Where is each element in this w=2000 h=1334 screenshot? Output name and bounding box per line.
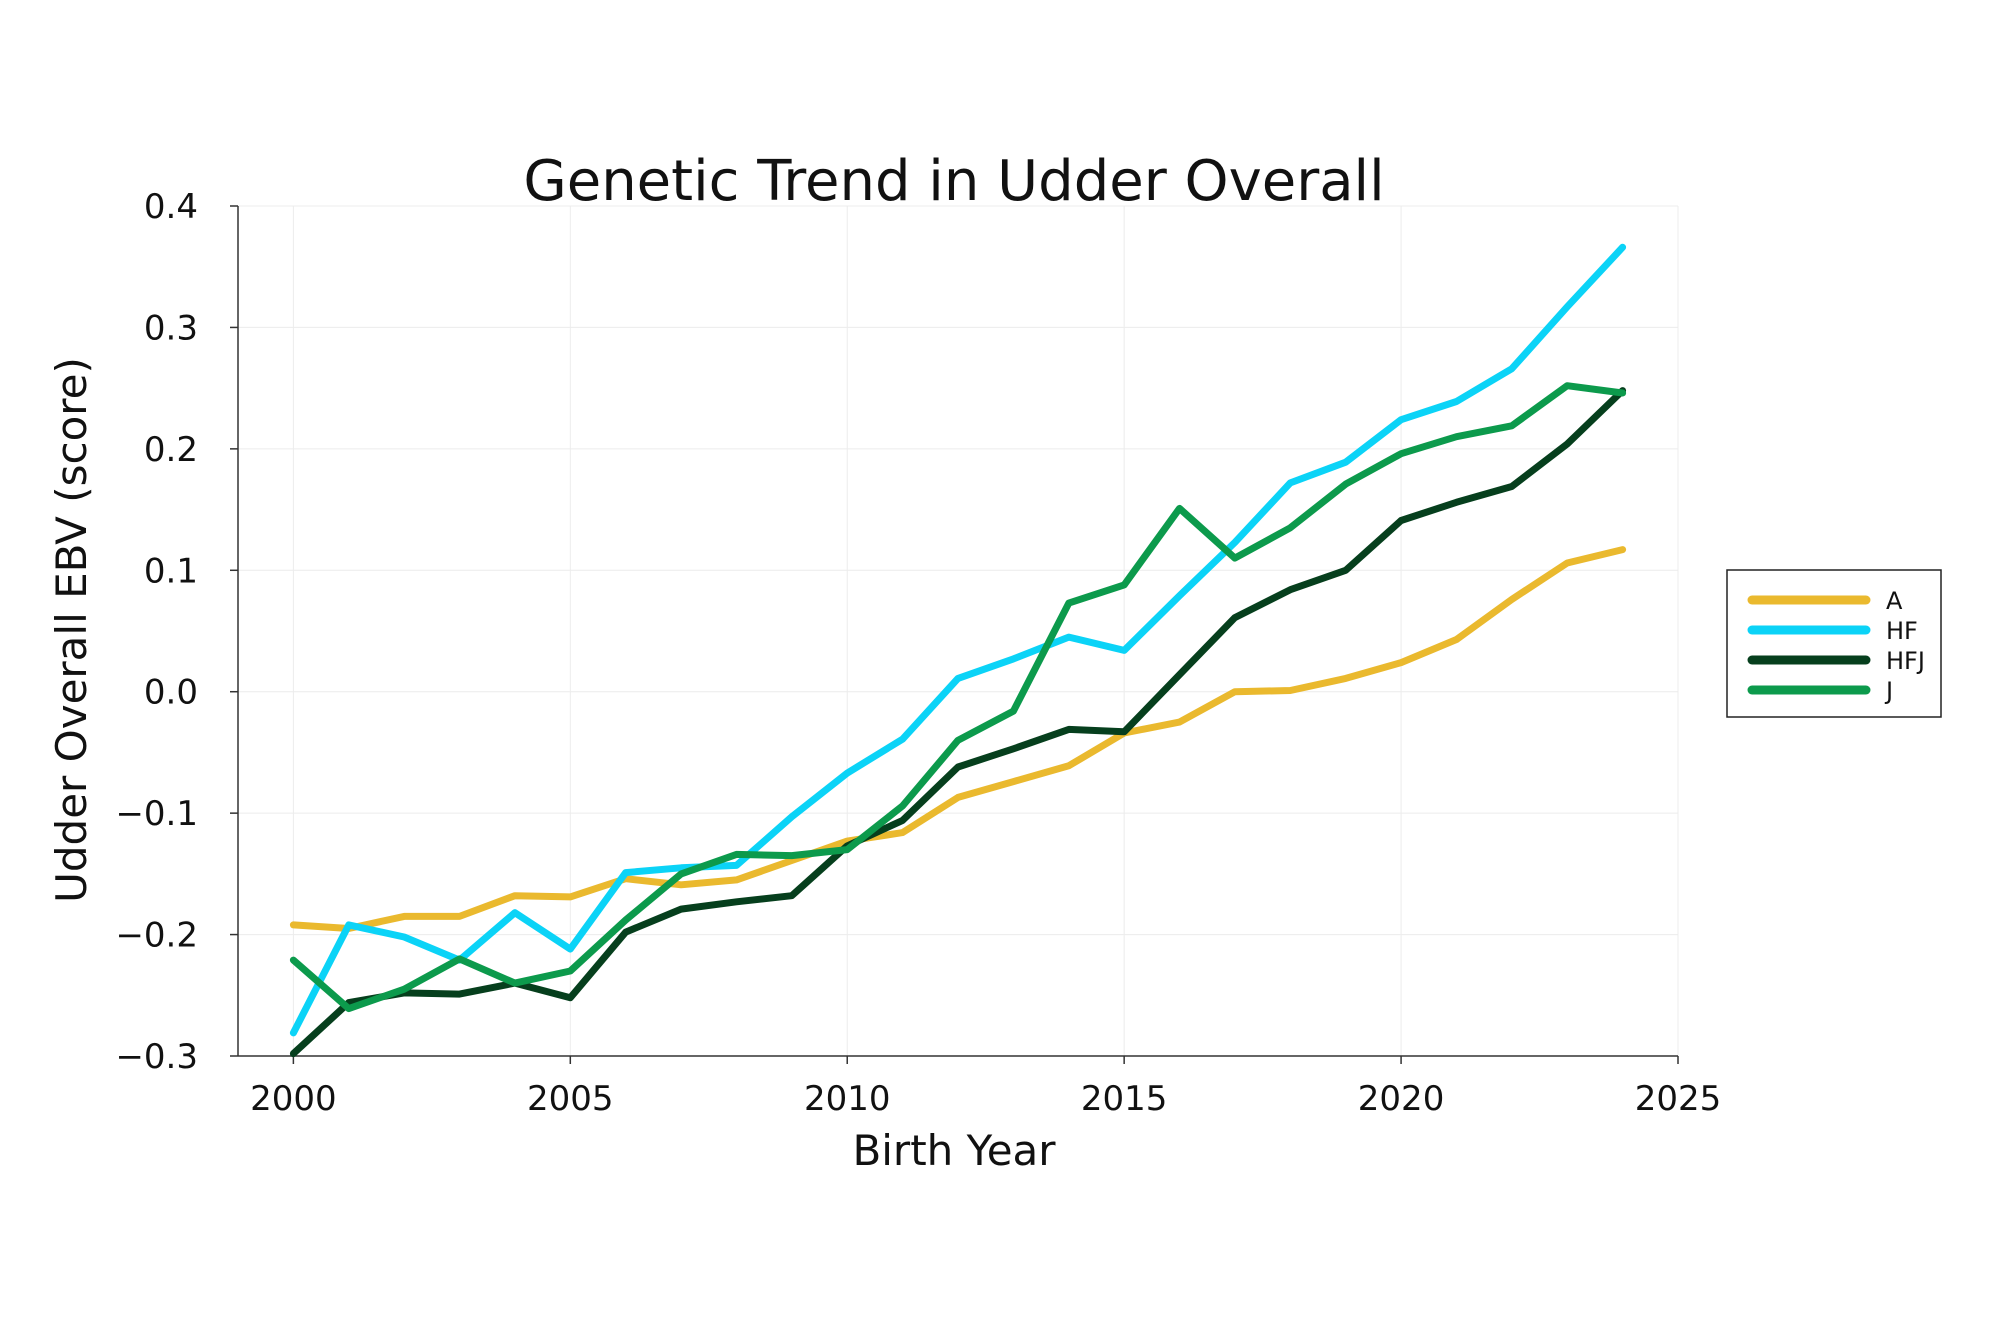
y-tick-label: 0.0: [144, 673, 198, 713]
legend-label-j: J: [1884, 677, 1893, 705]
series-lines: [289, 243, 1627, 1058]
grid: [238, 205, 1679, 1057]
series-line-hf: [289, 243, 1627, 1037]
x-tick-label: 2010: [804, 1079, 891, 1119]
series-line-a: [289, 546, 1627, 932]
legend-label-hf: HF: [1886, 617, 1918, 645]
y-tick-label: 0.1: [144, 551, 198, 591]
y-tick-label: 0.4: [144, 187, 198, 227]
y-tick-label: 0.3: [144, 308, 198, 348]
y-tick-label: −0.1: [115, 794, 198, 834]
x-axis-title: Birth Year: [852, 1126, 1056, 1175]
axes: [237, 206, 1678, 1057]
y-tick-label: 0.2: [144, 430, 198, 470]
x-tick-label: 2005: [527, 1079, 614, 1119]
x-tick-label: 2020: [1358, 1079, 1445, 1119]
series-line-hfj: [289, 387, 1627, 1058]
legend-label-a: A: [1886, 587, 1903, 615]
legend-label-hfj: HFJ: [1886, 647, 1925, 675]
x-tick-label: 2015: [1081, 1079, 1168, 1119]
series-line-j: [289, 382, 1627, 1013]
x-tick-label: 2025: [1635, 1079, 1722, 1119]
y-axis-ticks: −0.3 −0.2 −0.1 0.0 0.1 0.2 0.3 0.4: [115, 187, 238, 1077]
y-axis-title: Udder Overall EBV (score): [47, 357, 96, 903]
y-tick-label: −0.3: [115, 1037, 198, 1077]
y-tick-label: −0.2: [115, 916, 198, 956]
chart-title: Genetic Trend in Udder Overall: [523, 149, 1384, 214]
x-axis-ticks: 2000 2005 2010 2015 2020 2025: [250, 1056, 1721, 1119]
x-tick-label: 2000: [250, 1079, 337, 1119]
